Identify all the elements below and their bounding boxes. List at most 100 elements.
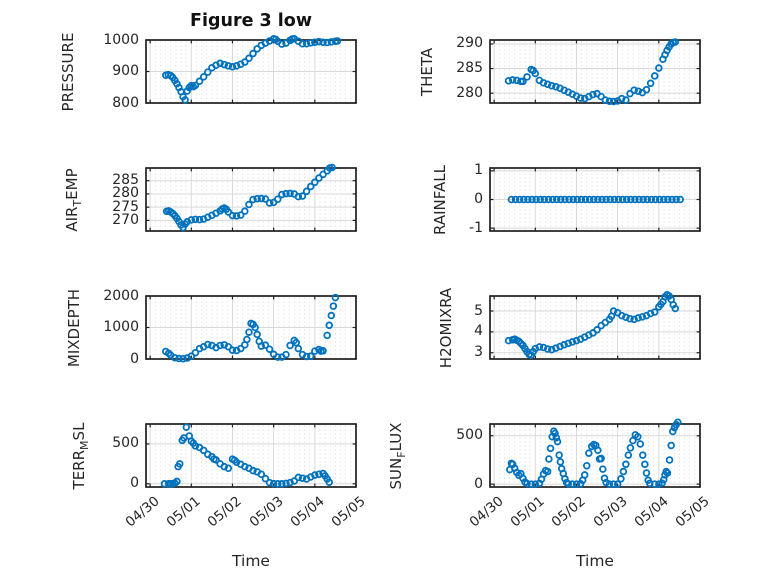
data-point [176,460,184,468]
data-point [643,195,652,204]
data-point [650,480,659,488]
data-point [257,342,266,350]
data-point [561,475,569,483]
data-point [556,458,565,466]
data-point [531,480,540,488]
data-point [315,37,323,46]
data-point [639,195,647,204]
data-point [626,314,634,323]
subplot-terr-msl [145,423,357,488]
axes-frame [489,295,701,360]
data-point [302,352,311,361]
data-point [622,96,630,104]
data-point [311,178,319,187]
data-point [191,442,200,450]
data-point [195,215,204,224]
series-mixdepth [162,293,340,363]
y-tick-label: 1000 [103,319,139,335]
data-point [580,471,589,479]
axes-frame [489,39,701,104]
data-point [552,195,561,204]
data-point [511,195,520,204]
y-tick-label: 0 [474,475,483,492]
data-point [583,461,591,470]
data-point [245,328,253,336]
data-point [531,69,540,78]
data-point [204,340,212,349]
data-point [519,77,527,86]
data-point [228,346,237,354]
data-point [311,471,319,479]
data-point [551,429,559,438]
data-point [622,313,630,322]
data-point [515,195,524,204]
data-point [618,195,627,204]
data-point [543,80,552,89]
data-point [265,478,274,487]
data-point [232,62,241,70]
data-point [236,344,245,353]
data-point [241,58,249,66]
data-point [650,72,659,80]
data-point [216,59,224,68]
data-point [179,354,187,363]
tick-marks [490,168,701,231]
data-point [650,308,659,316]
data-point [232,212,241,220]
data-point [331,293,340,302]
data-point [278,190,286,199]
data-point [306,39,315,47]
x-axis-title-left: Time [232,552,270,570]
data-point [504,77,513,85]
y-label-text: TERR [70,449,88,489]
data-point [546,444,555,453]
data-point [241,462,249,471]
data-point [572,336,581,345]
data-point [187,216,196,224]
y-label-text: SL [70,422,88,440]
data-point [523,479,531,488]
data-point [655,64,663,72]
data-point [564,339,572,348]
subplot-theta [489,38,701,106]
data-point [646,79,655,88]
data-point [671,38,680,46]
y-tick-label: 0 [474,191,483,207]
data-point [617,475,625,483]
subplot-mixdepth [145,293,357,363]
data-point [265,199,274,207]
series-theta [504,38,680,106]
data-point [627,195,635,204]
data-point [594,446,602,455]
axes-frame [145,423,357,488]
data-point [220,462,228,471]
data-point [282,350,290,359]
data-point [261,341,270,349]
y-tick-label: 1 [474,162,483,179]
data-point [325,321,333,330]
data-point [572,480,581,488]
data-point [220,60,228,69]
data-point [634,87,642,95]
data-point [634,432,642,441]
y-label-subscript: M [78,439,91,450]
data-point [577,195,586,204]
data-point [651,195,660,204]
data-point [613,480,622,488]
grid-major [146,40,356,103]
data-point [294,192,303,201]
data-point [631,195,639,204]
data-point [568,480,577,488]
series-h2omixra [504,291,680,360]
y-tick-label: 0 [130,350,139,367]
data-point [191,348,200,357]
data-point [323,38,331,47]
data-point [590,195,598,204]
data-point [543,345,552,353]
data-point [638,313,647,321]
figure-title: Figure 3 low [190,11,312,31]
y-tick-label: 800 [112,94,139,111]
y-tick-label: 290 [456,35,483,52]
data-point [224,62,233,70]
y-tick-label: 280 [112,185,139,202]
